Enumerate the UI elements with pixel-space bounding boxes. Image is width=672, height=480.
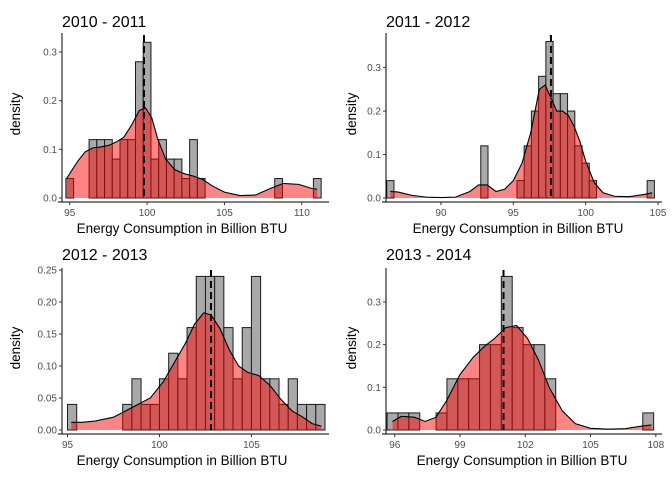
y-tick-label: 0.0 <box>43 194 57 205</box>
histogram-bar <box>408 412 421 431</box>
histogram-bar <box>480 145 489 199</box>
x-tick-label: 95 <box>64 208 76 219</box>
chart-svg: 2012 - 2013 Energy Consumption in Billio… <box>8 247 329 468</box>
panel-2013-2014: 2013 - 2014 Energy Consumption in Billio… <box>336 240 672 480</box>
density-area <box>71 312 322 430</box>
x-axis-label: Energy Consumption in Billion BTU <box>413 221 624 236</box>
y-tick-label: 0.2 <box>43 96 57 107</box>
density-area <box>390 84 653 198</box>
x-tick-label: 90 <box>435 208 447 219</box>
panel-title: 2013 - 2014 <box>386 247 472 264</box>
y-tick-label: 0.1 <box>367 150 381 161</box>
x-axis-label: Energy Consumption in Billion BTU <box>77 221 288 236</box>
chart-svg: 2010 - 2011 Energy Consumption in Billio… <box>8 14 329 236</box>
x-tick-label: 100 <box>139 208 156 219</box>
x-tick-label: 99 <box>454 440 466 451</box>
histogram-bar <box>646 180 655 199</box>
y-tick-label: 0.25 <box>38 266 58 277</box>
x-tick-label: 102 <box>517 440 534 451</box>
x-tick-label: 108 <box>647 440 664 451</box>
x-axis-label: Energy Consumption in Billion BTU <box>417 453 628 468</box>
x-tick-label: 100 <box>151 440 168 451</box>
density-area <box>66 107 318 198</box>
y-tick-label: 0.15 <box>38 330 58 341</box>
histogram-bar <box>189 139 198 199</box>
y-axis-label: density <box>8 326 23 369</box>
chart-svg: 2011 - 2012 Energy Consumption in Billio… <box>344 14 667 236</box>
x-tick-label: 105 <box>216 208 233 219</box>
density-curve <box>390 84 653 199</box>
plot-area: 95 100 105 110 0.0 0.1 0.2 0.3 <box>43 33 329 219</box>
y-axis-label: density <box>344 326 359 369</box>
y-tick-label: 0.2 <box>367 340 381 351</box>
histogram-bar <box>65 178 75 199</box>
y-tick-label: 0.3 <box>367 298 381 309</box>
panel-2011-2012: 2011 - 2012 Energy Consumption in Billio… <box>336 0 672 240</box>
histogram-bar <box>67 403 78 431</box>
y-tick-label: 0.00 <box>38 426 58 437</box>
chart-svg: 2013 - 2014 Energy Consumption in Billio… <box>344 247 665 468</box>
y-tick-label: 0.10 <box>38 362 58 373</box>
y-tick-label: 0.2 <box>367 107 381 118</box>
density-area <box>392 325 652 430</box>
x-tick-label: 95 <box>508 208 520 219</box>
x-axis-label: Energy Consumption in Billion BTU <box>77 453 288 468</box>
histogram-bar <box>142 41 152 199</box>
x-tick-label: 100 <box>577 208 594 219</box>
y-tick-label: 0.0 <box>367 194 381 205</box>
y-tick-label: 0.3 <box>367 63 381 74</box>
density-curve <box>66 107 318 197</box>
x-tick-label: 95 <box>62 440 74 451</box>
y-axis-label: density <box>8 92 23 135</box>
plot-area: 90 95 100 105 0.0 0.1 0.2 0.3 <box>367 33 667 219</box>
x-tick-label: 105 <box>243 440 260 451</box>
y-tick-label: 0.1 <box>43 145 57 156</box>
panel-2010-2011: 2010 - 2011 Energy Consumption in Billio… <box>0 0 336 240</box>
histogram-bar <box>642 412 655 431</box>
x-tick-label: 105 <box>650 208 667 219</box>
y-tick-label: 0.20 <box>38 298 58 309</box>
panel-2012-2013: 2012 - 2013 Energy Consumption in Billio… <box>0 240 336 480</box>
histogram-bar <box>274 178 283 199</box>
histogram-bar <box>386 180 395 199</box>
y-tick-label: 0.0 <box>367 426 381 437</box>
x-tick-label: 96 <box>389 440 401 451</box>
y-tick-label: 0.1 <box>367 383 381 394</box>
histogram-bar <box>250 275 262 431</box>
histogram-bar <box>315 403 326 431</box>
panel-title: 2012 - 2013 <box>62 247 148 264</box>
panel-title: 2010 - 2011 <box>62 14 146 31</box>
plot-area: 95 100 105 0.00 0.05 0.10 0.15 0.20 0.25 <box>38 266 329 451</box>
panel-title: 2011 - 2012 <box>386 14 470 31</box>
density-curve <box>392 324 652 430</box>
x-tick-label: 110 <box>294 208 310 219</box>
x-tick-label: 105 <box>582 440 599 451</box>
histogram-bar <box>544 378 557 431</box>
y-tick-label: 0.05 <box>38 394 58 405</box>
plot-area: 96 99 102 105 108 0.0 0.1 0.2 0.3 <box>367 268 665 451</box>
y-tick-label: 0.3 <box>43 48 57 59</box>
y-axis-label: density <box>344 92 359 135</box>
